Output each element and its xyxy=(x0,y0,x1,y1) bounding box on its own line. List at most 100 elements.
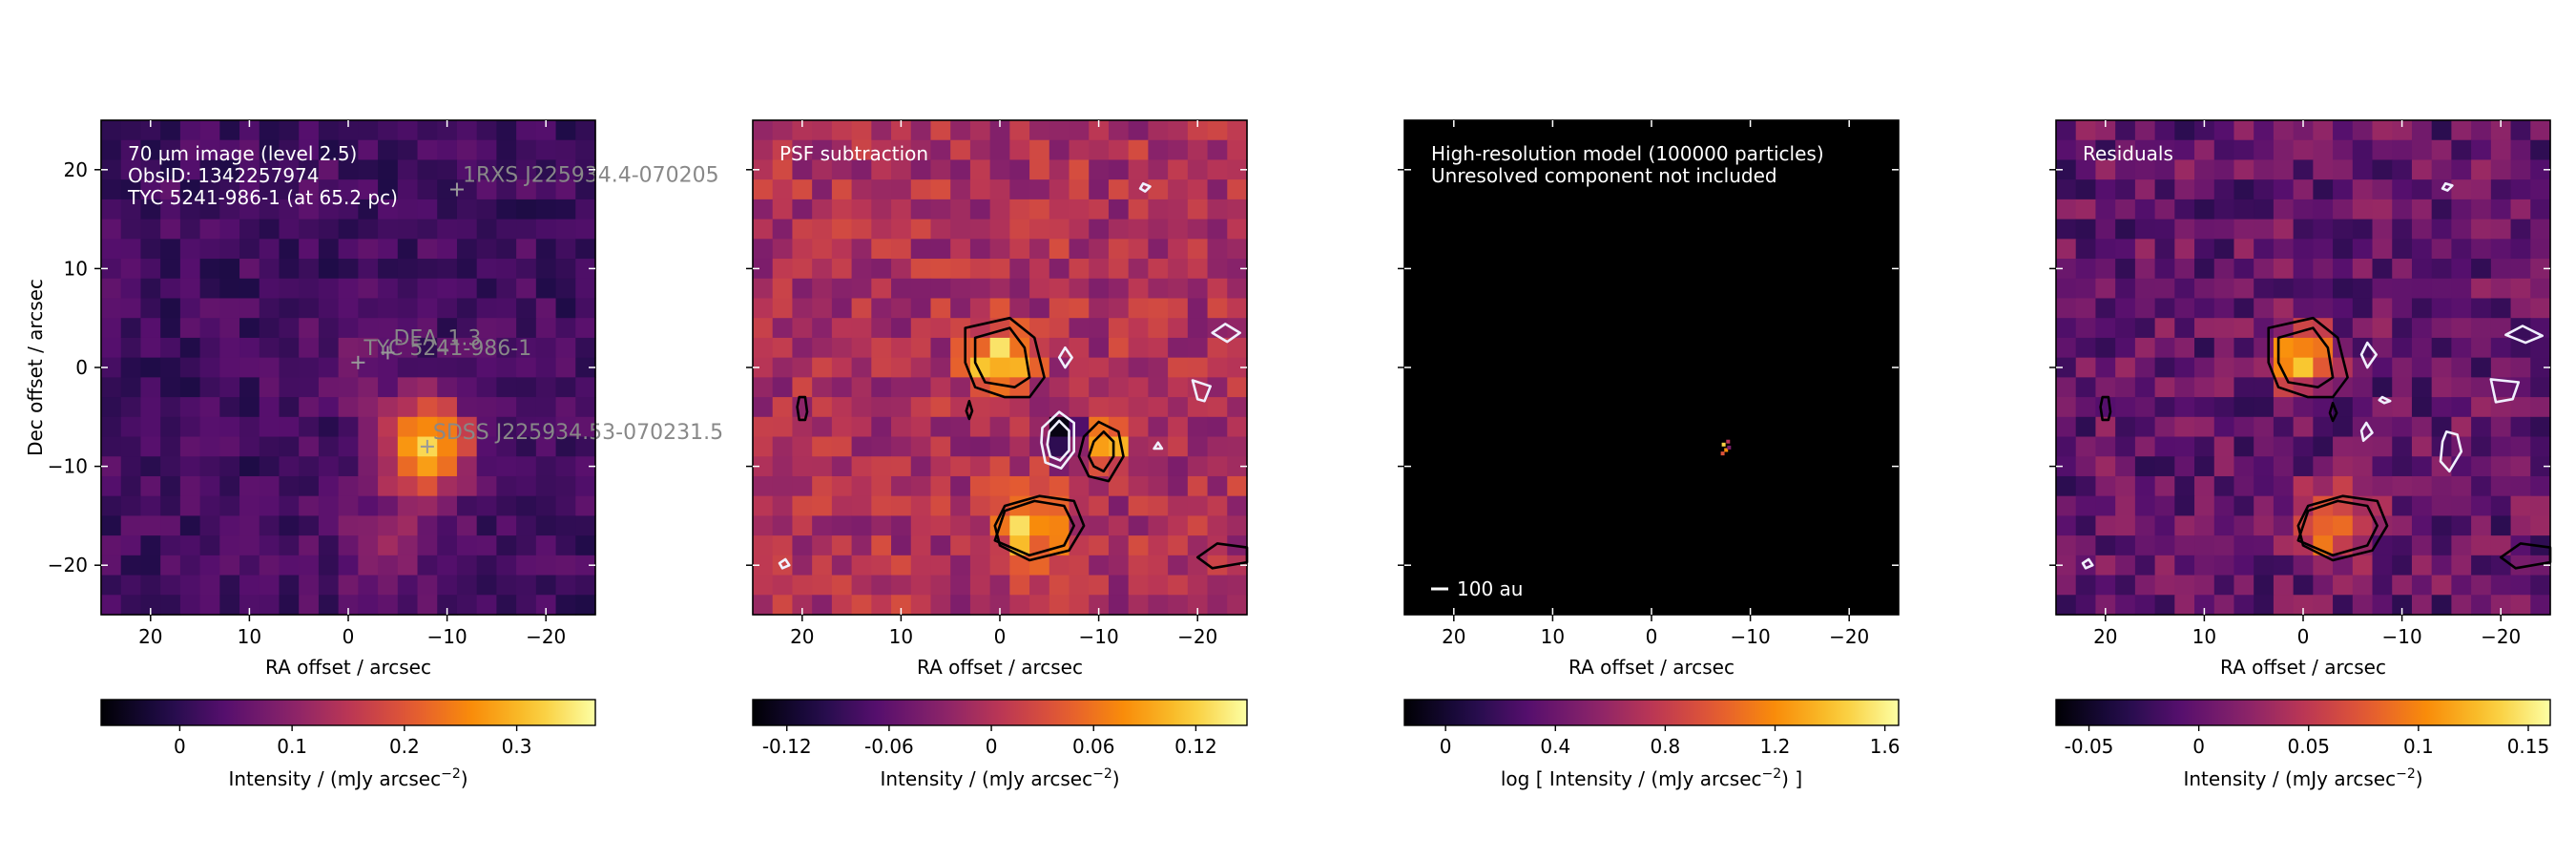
heatmap-cell xyxy=(1009,199,1030,220)
heatmap-cell xyxy=(2451,239,2472,260)
heatmap-cell xyxy=(2313,595,2334,616)
heatmap-cell xyxy=(2352,357,2374,378)
heatmap-cell xyxy=(2392,436,2413,457)
heatmap-cell xyxy=(2372,515,2393,536)
heatmap-cell xyxy=(140,495,161,516)
heatmap-cell xyxy=(2194,515,2215,536)
positive-contour xyxy=(973,326,1031,389)
heatmap-cell xyxy=(2213,436,2235,457)
heatmap-cell xyxy=(792,278,813,300)
heatmap-cell xyxy=(2056,239,2077,260)
heatmap-cell xyxy=(2293,179,2314,200)
heatmap-cell xyxy=(456,575,478,596)
heatmap-cell xyxy=(437,357,458,378)
heatmap-cell xyxy=(910,179,932,200)
negative-contour xyxy=(1138,182,1152,193)
heatmap-cell xyxy=(476,239,497,260)
heatmap-cell xyxy=(989,179,1010,200)
heatmap-cell xyxy=(2095,139,2116,161)
heatmap-cell xyxy=(969,515,991,536)
positive-contour xyxy=(964,316,1046,399)
heatmap-cell xyxy=(179,575,201,596)
heatmap-cell xyxy=(299,259,320,280)
heatmap-cell xyxy=(476,159,497,180)
heatmap-cell xyxy=(2510,416,2531,438)
heatmap-cell xyxy=(2510,120,2531,141)
heatmap-cell xyxy=(989,555,1010,576)
heatmap-cell xyxy=(969,535,991,556)
heatmap-cell xyxy=(219,259,240,280)
x-tick-label: −10 xyxy=(1078,625,1118,648)
heatmap-cell xyxy=(871,575,892,596)
heatmap-cell xyxy=(1128,199,1149,220)
heatmap-cell xyxy=(969,298,991,319)
heatmap-cell xyxy=(930,357,951,378)
heatmap-cell xyxy=(259,278,280,300)
heatmap-cell xyxy=(299,318,320,339)
heatmap-cell xyxy=(2490,475,2512,497)
heatmap-cell xyxy=(1049,436,1070,457)
heatmap-cell xyxy=(318,495,340,516)
heatmap-cell xyxy=(1029,199,1050,220)
heatmap-cell xyxy=(555,555,576,576)
heatmap-cell xyxy=(1128,298,1149,319)
heatmap-cell xyxy=(535,120,557,141)
heatmap-cell xyxy=(910,298,932,319)
heatmap-cell xyxy=(1108,318,1130,339)
heatmap-cell xyxy=(1128,278,1149,300)
heatmap-cell xyxy=(1009,357,1030,378)
heatmap-cell xyxy=(476,357,497,378)
heatmap-cell xyxy=(2313,278,2334,300)
x-tick-label: 20 xyxy=(2093,625,2117,648)
info-line: Unresolved component not included xyxy=(1431,164,1777,187)
heatmap-cell xyxy=(358,475,379,497)
heatmap-cell xyxy=(2510,219,2531,240)
heatmap-cell xyxy=(2213,515,2235,536)
heatmap-cell xyxy=(2490,259,2512,280)
heatmap-cell xyxy=(140,159,161,180)
heatmap-cell xyxy=(2134,239,2156,260)
heatmap-cell xyxy=(338,337,359,359)
heatmap-cell xyxy=(338,377,359,398)
heatmap-cell xyxy=(851,436,872,457)
y-tick-label: −10 xyxy=(48,455,88,478)
heatmap-cell xyxy=(1108,159,1130,180)
colorbar-tick-label: 0.12 xyxy=(1174,735,1217,758)
heatmap-cell xyxy=(2075,575,2097,596)
heatmap-cell xyxy=(2451,120,2472,141)
heatmap-cell xyxy=(2233,120,2254,141)
heatmap-cell xyxy=(476,337,497,359)
heatmap-cell xyxy=(871,337,892,359)
heatmap-cell xyxy=(2134,259,2156,280)
heatmap-cell xyxy=(891,278,912,300)
positive-contour xyxy=(965,399,974,421)
heatmap-cell xyxy=(476,436,497,457)
heatmap-cell xyxy=(318,120,340,141)
heatmap-cell xyxy=(2095,318,2116,339)
heatmap-cell xyxy=(2530,120,2551,141)
heatmap-cell xyxy=(2431,456,2452,477)
heatmap-cell xyxy=(2333,377,2354,398)
heatmap-cell xyxy=(279,239,300,260)
heatmap-cell xyxy=(2471,495,2492,516)
heatmap-cell xyxy=(397,397,419,418)
heatmap-cell xyxy=(2075,515,2097,536)
heatmap-cell xyxy=(1187,278,1209,300)
heatmap-cell xyxy=(2372,337,2393,359)
heatmap-cell xyxy=(2392,555,2413,576)
heatmap-cell xyxy=(318,318,340,339)
heatmap-cell xyxy=(930,239,951,260)
heatmap-cell xyxy=(2056,555,2077,576)
heatmap-cell xyxy=(772,318,794,339)
heatmap-cell xyxy=(831,318,853,339)
heatmap-cell xyxy=(535,475,557,497)
heatmap-cell xyxy=(2431,595,2452,616)
heatmap-cell xyxy=(378,120,399,141)
heatmap-cell xyxy=(2095,436,2116,457)
heatmap-cell xyxy=(397,337,419,359)
heatmap-cell xyxy=(2174,555,2195,576)
heatmap-cell xyxy=(2075,595,2097,616)
heatmap-cell xyxy=(2431,139,2452,161)
heatmap-cell xyxy=(179,475,201,497)
y-tick-label: 10 xyxy=(64,257,88,280)
